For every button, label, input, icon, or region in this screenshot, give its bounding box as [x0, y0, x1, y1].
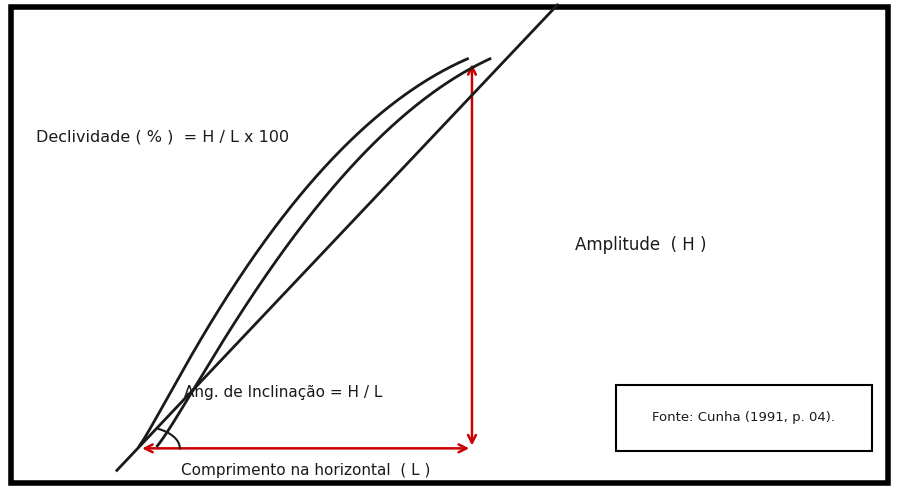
Text: Ang. de Inclinação = H / L: Ang. de Inclinação = H / L	[184, 385, 383, 399]
Text: Declividade ( % )  = H / L x 100: Declividade ( % ) = H / L x 100	[36, 130, 289, 145]
Text: Fonte: Cunha (1991, p. 04).: Fonte: Cunha (1991, p. 04).	[653, 411, 835, 424]
FancyBboxPatch shape	[616, 385, 872, 451]
Text: Comprimento na horizontal  ( L ): Comprimento na horizontal ( L )	[181, 463, 431, 478]
Text: Amplitude  ( H ): Amplitude ( H )	[575, 236, 707, 254]
